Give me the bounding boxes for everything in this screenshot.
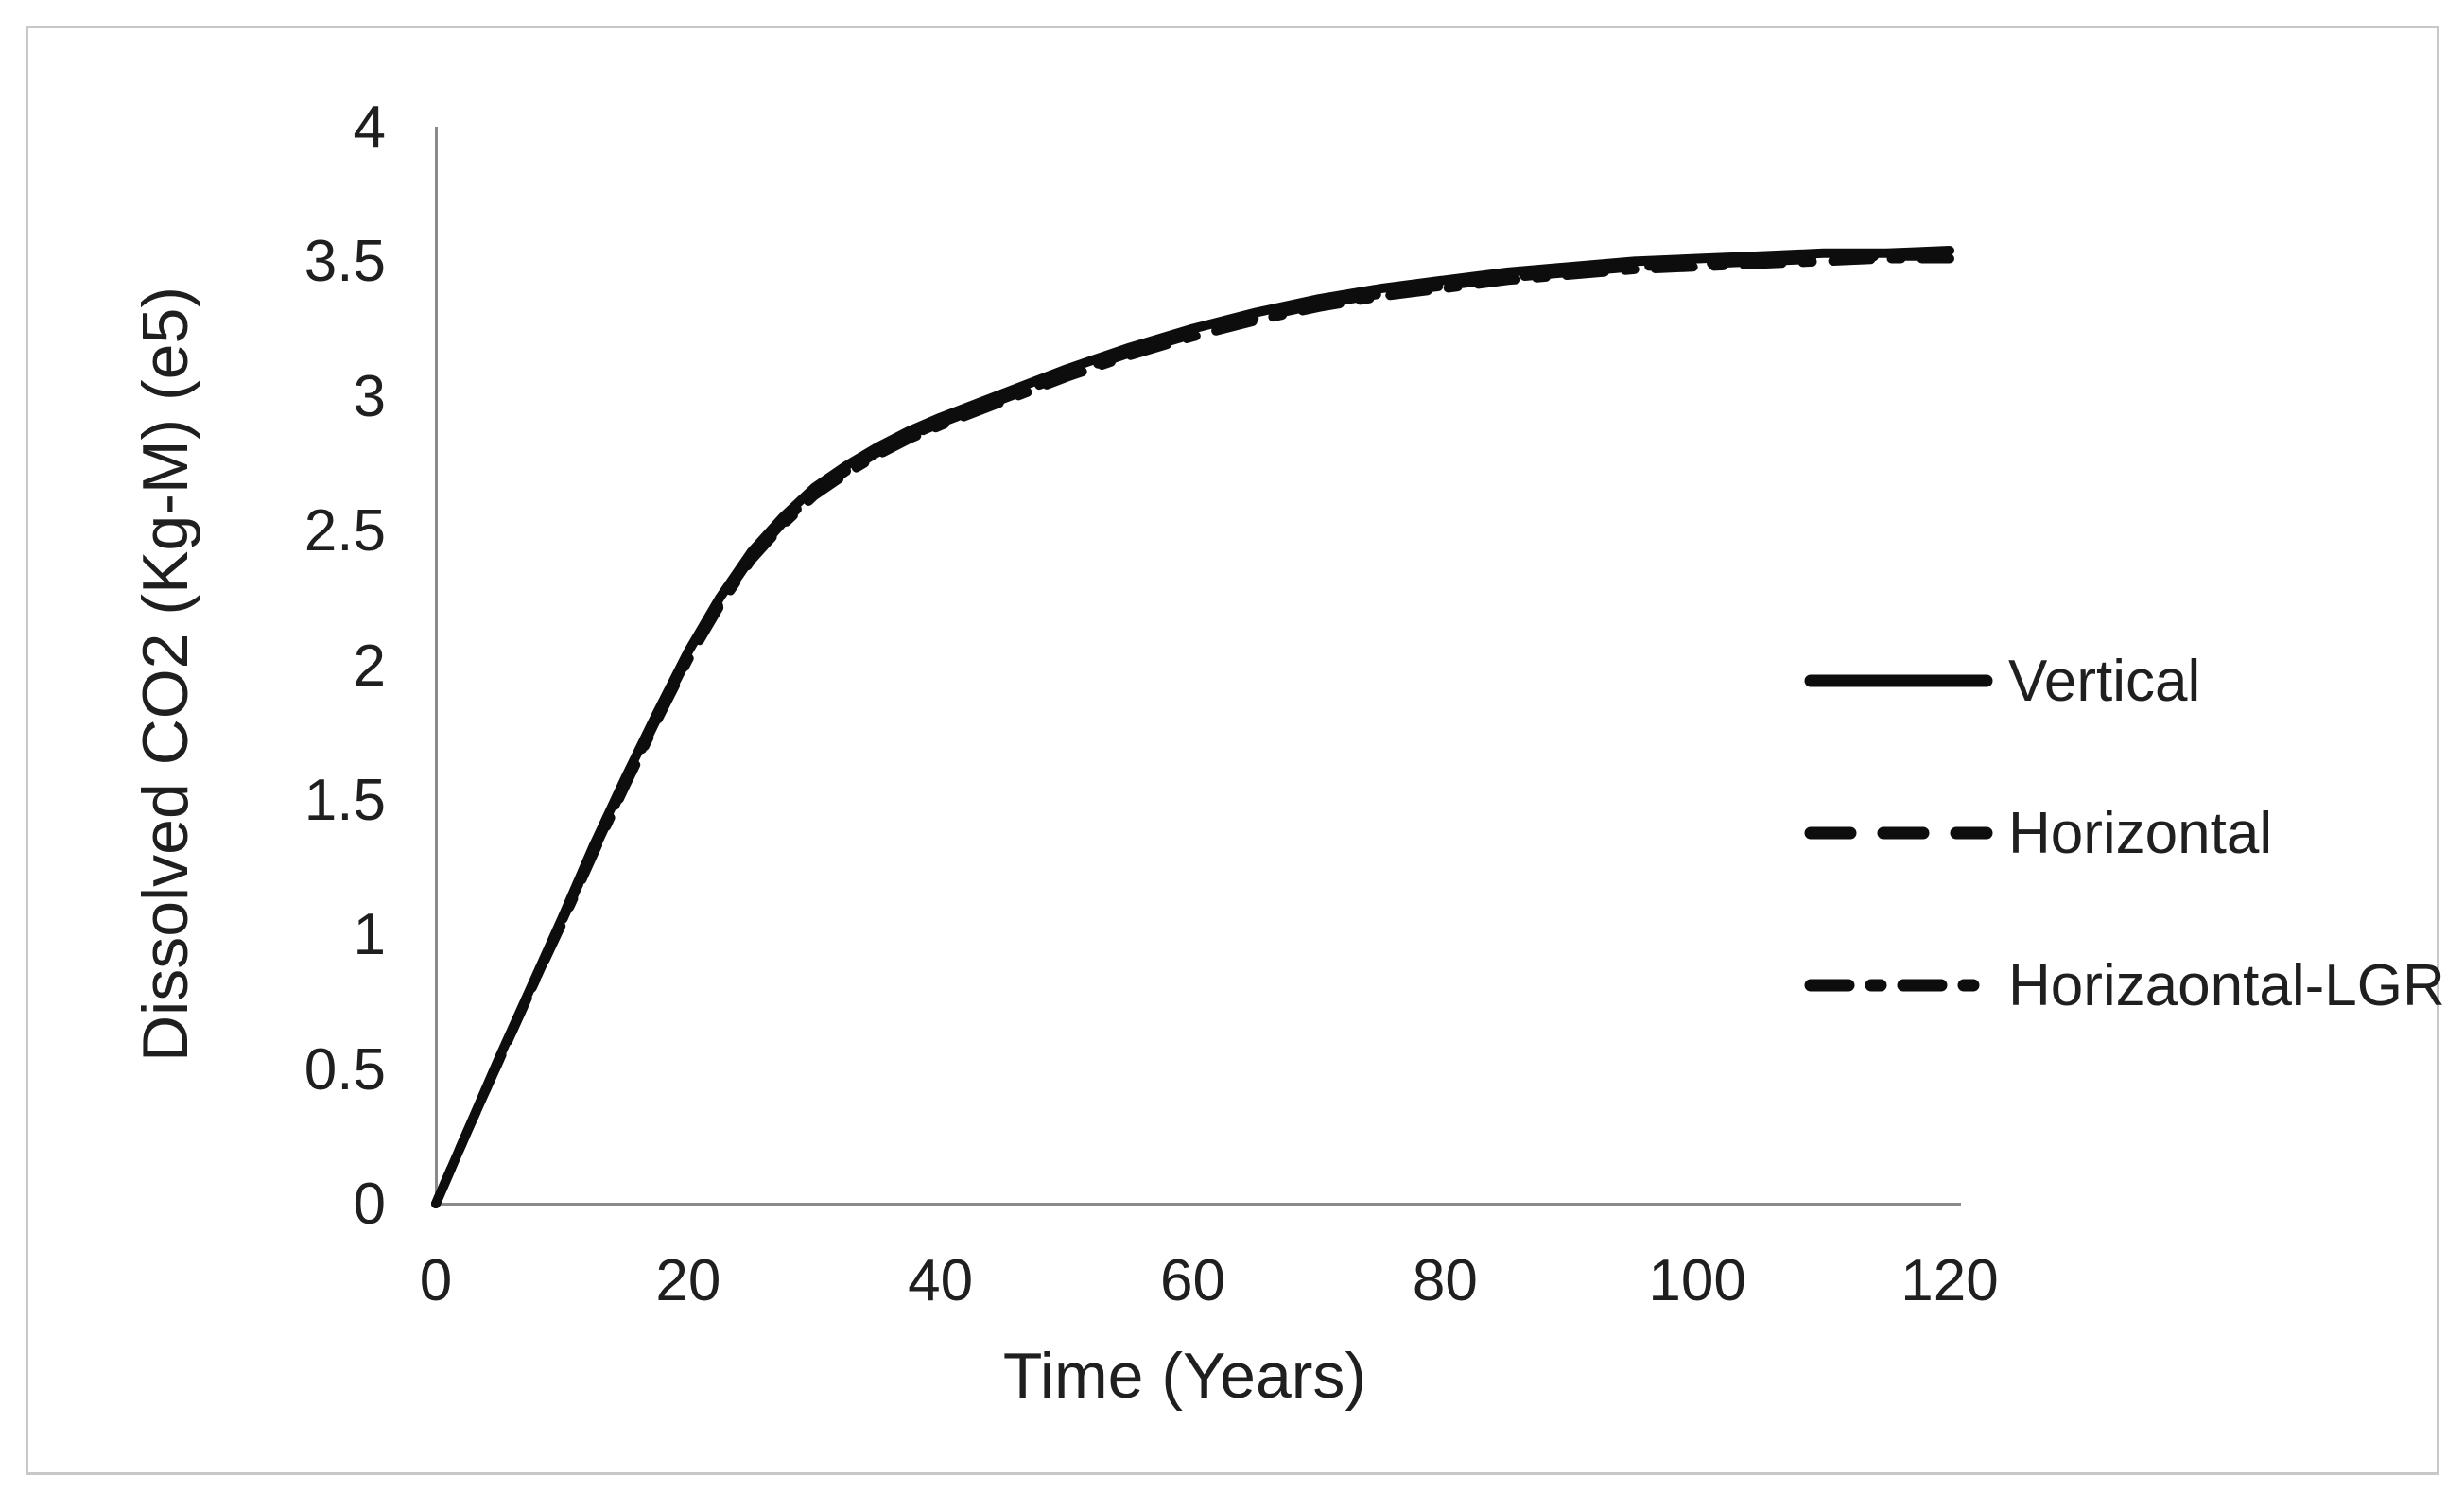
x-tick-label: 20 bbox=[655, 1248, 721, 1313]
y-tick-label: 2.5 bbox=[304, 498, 386, 564]
series-line-vertical bbox=[431, 246, 1954, 1208]
y-tick-label: 0.5 bbox=[304, 1036, 386, 1103]
chart-plot-area bbox=[431, 246, 1954, 1208]
x-axis-line bbox=[435, 1203, 1961, 1206]
legend-swatch bbox=[1804, 826, 1993, 840]
legend-label: Horizaontal-LGR bbox=[2008, 952, 2445, 1018]
x-tick-label: 0 bbox=[419, 1248, 453, 1313]
chart-legend: Vertical Horizontal Horizaontal-LGR bbox=[1804, 632, 2445, 1088]
x-tick-label: 40 bbox=[908, 1248, 974, 1313]
legend-label: Vertical bbox=[2008, 648, 2201, 714]
figure-border: Dissolved CO2 (Kg-M) (e5) Time (Years) 0… bbox=[26, 26, 2445, 1475]
legend-swatch bbox=[1804, 979, 1993, 992]
y-tick-label: 4 bbox=[353, 95, 386, 160]
x-tick-label: 80 bbox=[1412, 1248, 1478, 1313]
x-tick-label: 100 bbox=[1648, 1248, 1746, 1313]
y-tick-label: 2 bbox=[353, 633, 386, 699]
legend-item: Vertical bbox=[1804, 632, 2445, 730]
x-tick-label: 120 bbox=[1900, 1248, 1999, 1313]
y-tick-label: 1.5 bbox=[304, 767, 386, 833]
y-tick-label: 1 bbox=[353, 902, 386, 968]
legend-label: Horizontal bbox=[2008, 800, 2273, 866]
y-axis-line bbox=[435, 127, 438, 1206]
legend-swatch bbox=[1804, 674, 1993, 687]
x-tick-label: 60 bbox=[1160, 1248, 1225, 1313]
y-tick-label: 3.5 bbox=[304, 229, 386, 295]
series-line-horizontal bbox=[431, 251, 1954, 1208]
legend-item: Horizontal bbox=[1804, 784, 2445, 882]
series-line-horizaontal-lgr bbox=[431, 253, 1954, 1208]
y-tick-label: 3 bbox=[353, 363, 386, 429]
x-axis-title: Time (Years) bbox=[1002, 1340, 1367, 1412]
y-tick-label: 0 bbox=[353, 1172, 386, 1237]
legend-item: Horizaontal-LGR bbox=[1804, 936, 2445, 1034]
